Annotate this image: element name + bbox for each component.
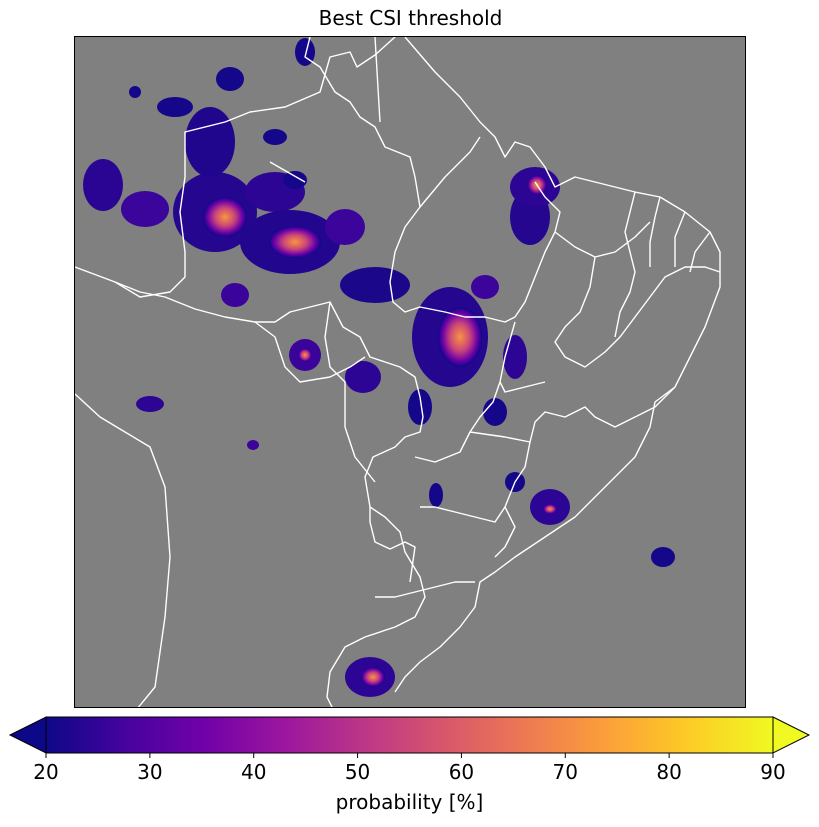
country-border-paraguay-argentina (326, 506, 426, 707)
country-coastline-west (75, 393, 171, 707)
cluster-northwest-amazon (83, 38, 410, 307)
colorbar-tick-label: 20 (33, 760, 59, 784)
country-border-brazil-west (114, 281, 424, 583)
colorbar-tick-label: 80 (656, 760, 682, 784)
colorbar-extend-max (772, 716, 811, 754)
state-borders (269, 37, 721, 598)
colorbar-tick-label: 90 (760, 760, 786, 784)
cluster-central (289, 167, 560, 426)
colorbar-tick-label: 50 (344, 760, 371, 784)
colorbar-label: probability [%] (335, 790, 484, 814)
colorbar-gradient (45, 716, 774, 754)
probability-clusters (83, 38, 675, 697)
colorbar-tick-label: 70 (552, 760, 579, 784)
colorbar-tick-label: 60 (448, 760, 475, 784)
colorbar-ticks (45, 753, 774, 758)
coastline-east (394, 37, 721, 693)
map-panel (74, 36, 746, 708)
country-border-bolivia (254, 301, 376, 483)
map-title: Best CSI threshold (318, 6, 503, 30)
colorbar-tick-label: 30 (137, 760, 163, 784)
borders (75, 37, 721, 707)
colorbar-extend-min (8, 716, 47, 754)
country-border-colombia-peru (75, 37, 396, 298)
colorbar-tick-label: 40 (240, 760, 267, 784)
map-canvas (75, 37, 721, 707)
state-borders-northeast (614, 191, 711, 338)
colorbar (8, 716, 811, 758)
cluster-south (136, 396, 675, 697)
